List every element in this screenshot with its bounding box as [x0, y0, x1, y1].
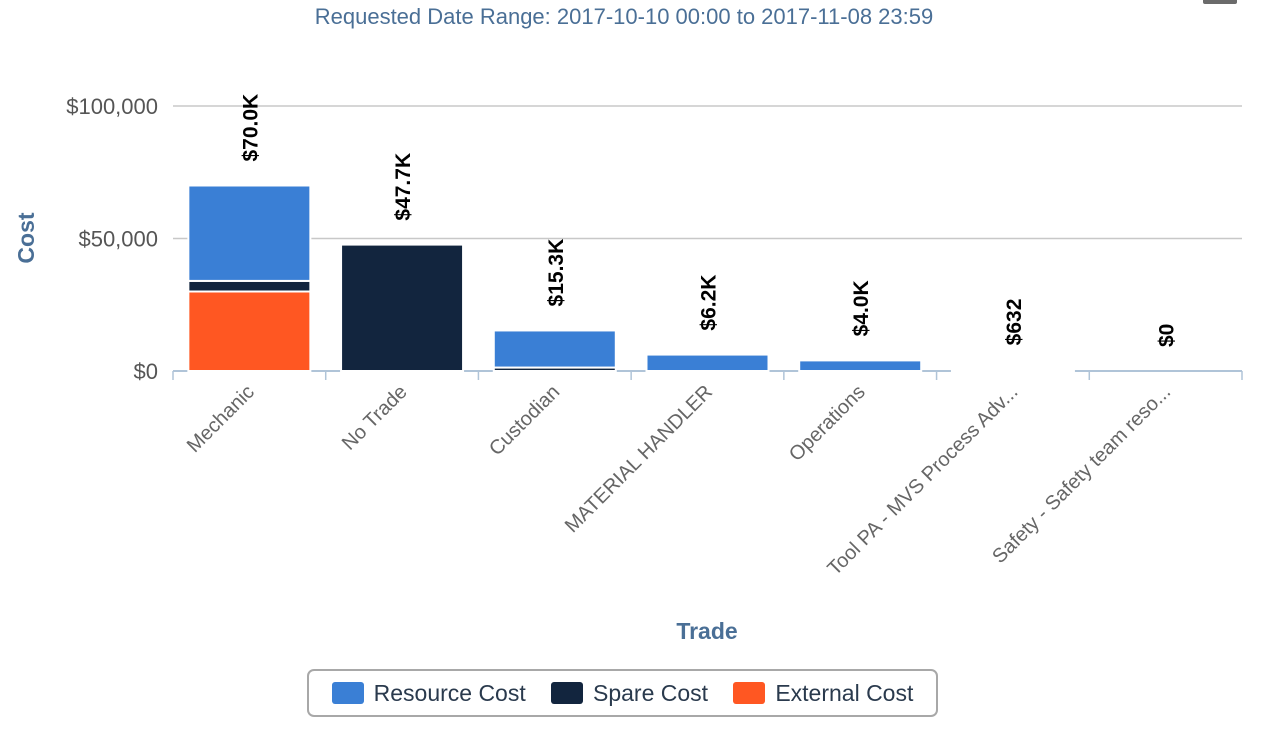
bar-resource-cost	[187, 184, 312, 282]
legend-label: Spare Cost	[593, 679, 709, 706]
bar-resource-cost	[798, 359, 923, 372]
y-axis-ticks: $0 $50,000 $100,000	[66, 94, 158, 384]
total-label: $15.3K	[545, 239, 568, 307]
total-label: $47.7K	[392, 153, 415, 221]
total-label: $4.0K	[850, 280, 873, 336]
total-label: $70.0K	[239, 94, 262, 162]
bar-resource-cost	[950, 368, 1075, 372]
total-labels: $70.0K $47.7K $15.3K $6.2K $4.0K $632 $0	[239, 94, 1178, 347]
legend-swatch-resource-cost	[331, 682, 364, 704]
chart-legend: Resource Cost Spare Cost External Cost	[307, 669, 938, 717]
x-tick-label: Mechanic	[183, 381, 259, 457]
legend-item-spare-cost[interactable]: Spare Cost	[551, 680, 708, 707]
total-label: $0	[1156, 324, 1179, 347]
x-tick-label: Safety - Safety team reso...	[988, 381, 1175, 568]
bars-group	[187, 184, 1075, 373]
x-tick-label: Custodian	[485, 381, 564, 460]
legend-swatch-spare-cost	[551, 682, 583, 704]
gridlines	[173, 105, 1242, 240]
y-axis-title: Cost	[13, 212, 39, 263]
bar-resource-cost	[645, 353, 770, 373]
total-label: $6.2K	[698, 275, 721, 331]
legend-item-resource-cost[interactable]: Resource Cost	[331, 679, 526, 707]
bar-external-cost	[187, 290, 312, 372]
chart-subtitle: Requested Date Range: 2017-10-10 00:00 t…	[315, 4, 934, 29]
y-tick-label: $0	[134, 359, 158, 384]
bar-spare-cost	[187, 279, 312, 293]
bar-spare-cost	[340, 243, 465, 372]
total-label: $632	[1003, 299, 1026, 346]
legend-swatch-external-cost	[733, 682, 766, 704]
context-menu-button[interactable]	[1203, 0, 1237, 4]
legend-label: Resource Cost	[373, 679, 526, 706]
x-axis	[172, 370, 1243, 380]
x-tick-label: MATERIAL HANDLER	[561, 381, 717, 537]
x-tick-label: No Trade	[338, 381, 412, 455]
legend-label: External Cost	[775, 679, 914, 706]
x-axis-title: Trade	[676, 618, 737, 644]
bar-resource-cost	[492, 329, 617, 369]
y-tick-label: $100,000	[66, 94, 158, 119]
x-tick-label: Operations	[785, 381, 870, 466]
legend-item-external-cost[interactable]: External Cost	[733, 680, 913, 707]
y-tick-label: $50,000	[78, 227, 158, 252]
